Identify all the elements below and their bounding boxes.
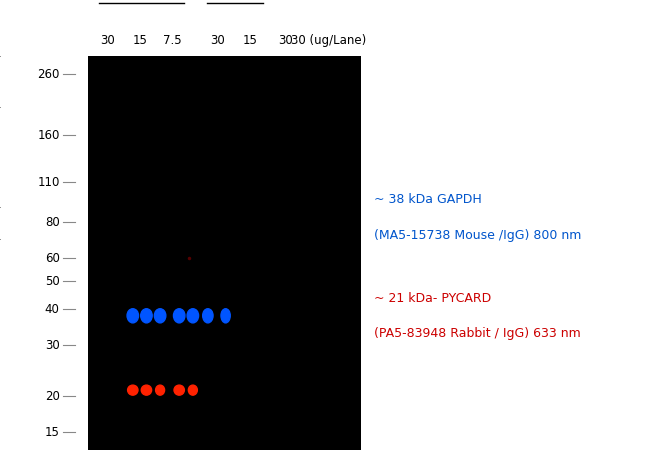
Ellipse shape (140, 309, 152, 323)
Text: 50: 50 (45, 275, 60, 287)
Text: (PA5-83948 Rabbit / IgG) 633 nm: (PA5-83948 Rabbit / IgG) 633 nm (374, 327, 580, 340)
Ellipse shape (203, 309, 213, 323)
Text: 110: 110 (37, 176, 60, 189)
Text: 30: 30 (279, 34, 293, 47)
Text: ~ 38 kDa GAPDH: ~ 38 kDa GAPDH (374, 193, 482, 206)
Text: 30 (ug/Lane): 30 (ug/Lane) (291, 34, 366, 47)
Ellipse shape (154, 309, 166, 323)
Ellipse shape (141, 385, 151, 395)
Text: 15: 15 (133, 34, 147, 47)
Text: 160: 160 (37, 129, 60, 142)
Text: 80: 80 (45, 216, 60, 229)
Ellipse shape (188, 385, 198, 395)
Text: 20: 20 (45, 390, 60, 403)
Text: (MA5-15738 Mouse /IgG) 800 nm: (MA5-15738 Mouse /IgG) 800 nm (374, 228, 581, 242)
Text: ~ 21 kDa- PYCARD: ~ 21 kDa- PYCARD (374, 292, 491, 305)
Ellipse shape (127, 385, 138, 395)
Text: 260: 260 (37, 68, 60, 81)
Ellipse shape (187, 309, 199, 323)
Text: 15: 15 (45, 426, 60, 439)
Text: 30: 30 (45, 339, 60, 352)
Ellipse shape (174, 385, 185, 395)
Ellipse shape (155, 385, 164, 395)
Text: 30: 30 (211, 34, 225, 47)
Ellipse shape (221, 309, 230, 323)
Ellipse shape (127, 309, 138, 323)
Ellipse shape (174, 309, 185, 323)
Text: 7.5: 7.5 (163, 34, 181, 47)
Text: 60: 60 (45, 252, 60, 265)
Text: 40: 40 (45, 303, 60, 316)
Text: 30: 30 (100, 34, 114, 47)
Text: 15: 15 (243, 34, 257, 47)
